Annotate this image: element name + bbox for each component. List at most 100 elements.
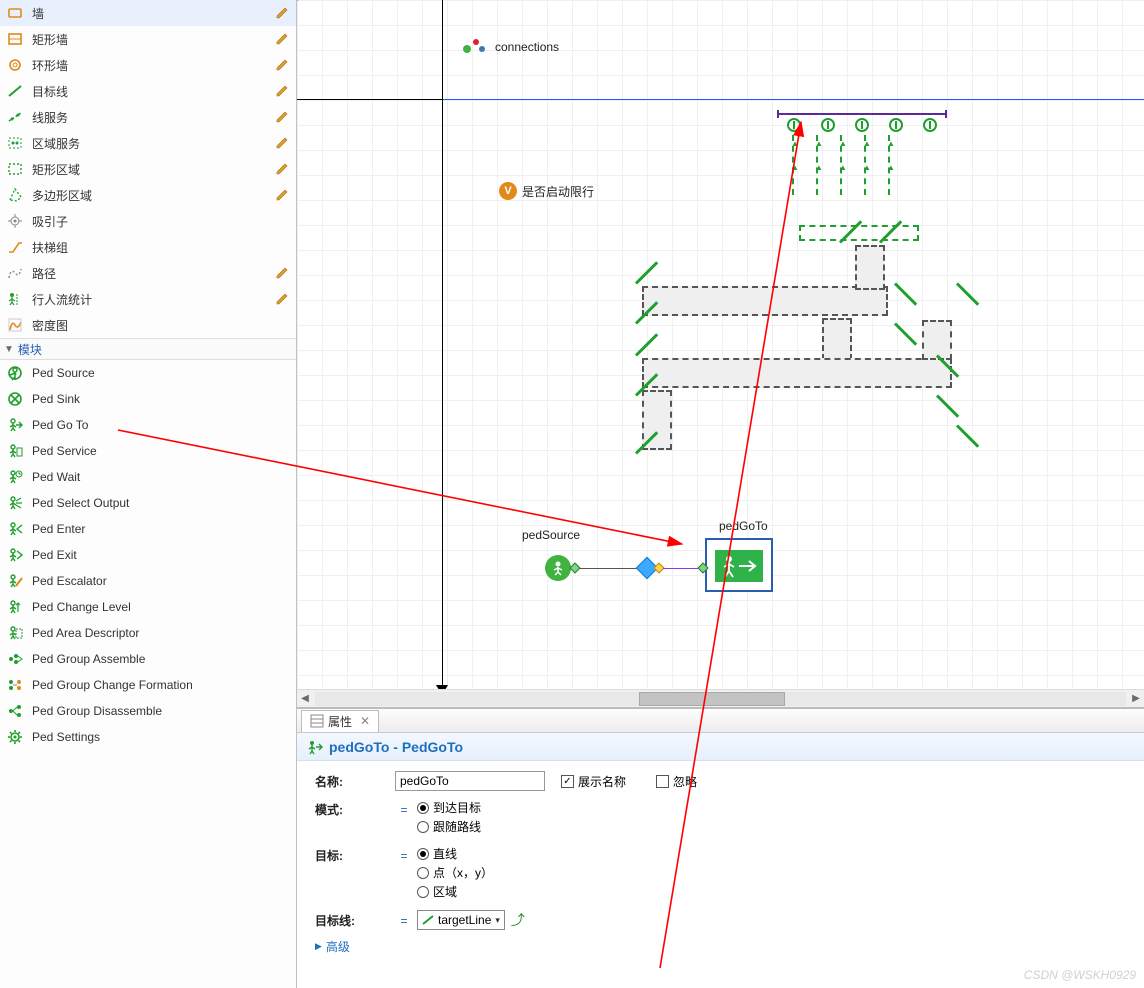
connector-line-1[interactable] xyxy=(579,568,639,569)
palette-rect_area[interactable]: 矩形区域 xyxy=(0,156,296,182)
ped_change-icon xyxy=(6,598,24,616)
rect_wall-icon xyxy=(6,30,24,48)
density-icon xyxy=(6,316,24,334)
palette-poly_area[interactable]: 多边形区域 xyxy=(0,182,296,208)
palette-attractor[interactable]: 吸引子 xyxy=(0,208,296,234)
pencil-icon[interactable] xyxy=(274,83,290,99)
palette-ped_select[interactable]: Ped Select Output xyxy=(0,490,296,516)
palette-ped_set[interactable]: Ped Settings xyxy=(0,724,296,750)
target-option-1[interactable]: 点（x，y） xyxy=(417,864,1126,881)
wall-shape[interactable] xyxy=(642,358,952,388)
palette-line_service[interactable]: 线服务 xyxy=(0,104,296,130)
pencil-icon[interactable] xyxy=(274,57,290,73)
pedgoto-node[interactable] xyxy=(705,538,773,592)
palette-wall[interactable]: 墙 xyxy=(0,0,296,26)
palette-ped_service[interactable]: Ped Service xyxy=(0,438,296,464)
target-line-markers xyxy=(787,118,937,132)
palette-item-label: 墙 xyxy=(32,5,274,22)
palette-ped_exit[interactable]: Ped Exit xyxy=(0,542,296,568)
pencil-icon[interactable] xyxy=(274,187,290,203)
pencil-icon[interactable] xyxy=(274,265,290,281)
palette-panel: 墙 矩形墙 环形墙 目标线 线服务 区域服务 矩形区域 多边形区域 吸引子 扶梯… xyxy=(0,0,297,988)
palette-ped_escalator[interactable]: Ped Escalator xyxy=(0,568,296,594)
rect_area-icon xyxy=(6,160,24,178)
palette-flow_stat[interactable]: 行人流统计 xyxy=(0,286,296,312)
palette-section-modules[interactable]: ▼ 模块 xyxy=(0,338,296,360)
target-option-2[interactable]: 区域 xyxy=(417,883,1126,900)
name-input[interactable] xyxy=(395,771,545,791)
variable-badge-icon[interactable]: V xyxy=(499,182,517,200)
ped_gasm-icon xyxy=(6,650,24,668)
show-name-checkbox[interactable]: ✓展示名称 xyxy=(561,773,626,790)
wall-shape[interactable] xyxy=(642,286,888,316)
canvas-hscrollbar[interactable]: ◀ ▶ xyxy=(297,689,1144,707)
mode-option-0[interactable]: 到达目标 xyxy=(417,799,1126,816)
palette-item-label: 吸引子 xyxy=(32,213,290,230)
goto-element-icon[interactable]: ⤴ xyxy=(511,910,525,930)
tab-close-icon[interactable]: ✕ xyxy=(360,714,370,728)
target-option-0[interactable]: 直线 xyxy=(417,845,1126,862)
palette-ped_change[interactable]: Ped Change Level xyxy=(0,594,296,620)
connections-label: connections xyxy=(495,40,559,54)
palette-path[interactable]: 路径 xyxy=(0,260,296,286)
target-param-icon: = xyxy=(395,845,413,863)
palette-item-label: Ped Sink xyxy=(32,392,290,406)
tab-properties[interactable]: 属性 ✕ xyxy=(301,710,379,732)
palette-ped_goto[interactable]: Ped Go To xyxy=(0,412,296,438)
advanced-section-toggle[interactable]: ▶ 高级 xyxy=(315,938,1126,955)
pencil-icon[interactable] xyxy=(274,5,290,21)
palette-item-label: Ped Source xyxy=(32,366,290,380)
palette-ped_gdis[interactable]: Ped Group Disassemble xyxy=(0,698,296,724)
blue-guide-line xyxy=(443,99,1144,100)
palette-ped_gasm[interactable]: Ped Group Assemble xyxy=(0,646,296,672)
pedsource-label: pedSource xyxy=(522,528,580,542)
palette-ped_wait[interactable]: Ped Wait xyxy=(0,464,296,490)
ped_gchg-icon xyxy=(6,676,24,694)
scroll-track[interactable] xyxy=(315,692,1126,706)
palette-ped_sink[interactable]: Ped Sink xyxy=(0,386,296,412)
escalator-icon xyxy=(6,238,24,256)
ring_wall-icon xyxy=(6,56,24,74)
green-area-shape[interactable] xyxy=(799,225,919,241)
palette-ring_wall[interactable]: 环形墙 xyxy=(0,52,296,78)
mode-option-1[interactable]: 跟随路线 xyxy=(417,818,1126,835)
target-line-bar[interactable] xyxy=(777,113,947,115)
pencil-icon[interactable] xyxy=(274,135,290,151)
chevron-down-icon: ▾ xyxy=(495,915,500,926)
pencil-icon[interactable] xyxy=(274,31,290,47)
palette-escalator[interactable]: 扶梯组 xyxy=(0,234,296,260)
pencil-icon[interactable] xyxy=(274,161,290,177)
ped_sink-icon xyxy=(6,390,24,408)
palette-ped_enter[interactable]: Ped Enter xyxy=(0,516,296,542)
targetline-combo[interactable]: targetLine ▾ xyxy=(417,910,505,930)
pencil-icon[interactable] xyxy=(274,291,290,307)
scroll-left-icon[interactable]: ◀ xyxy=(297,691,313,707)
palette-area_service[interactable]: 区域服务 xyxy=(0,130,296,156)
connections-icon[interactable] xyxy=(462,37,488,58)
scroll-right-icon[interactable]: ▶ xyxy=(1128,691,1144,707)
palette-ped_source[interactable]: Ped Source xyxy=(0,360,296,386)
scroll-thumb[interactable] xyxy=(639,692,785,706)
palette-rect_wall[interactable]: 矩形墙 xyxy=(0,26,296,52)
pencil-icon[interactable] xyxy=(274,109,290,125)
palette-item-label: Ped Exit xyxy=(32,548,290,562)
wall-shape[interactable] xyxy=(822,318,852,360)
pedsource-node[interactable] xyxy=(545,555,571,581)
canvas[interactable]: connections V 是否启动限行 pedSource xyxy=(297,0,1144,707)
wall-shape[interactable] xyxy=(855,245,885,290)
properties-tab-icon xyxy=(310,714,324,728)
ignore-checkbox[interactable]: 忽略 xyxy=(656,773,697,790)
palette-density[interactable]: 密度图 xyxy=(0,312,296,338)
palette-ped_area[interactable]: Ped Area Descriptor xyxy=(0,620,296,646)
palette-target_line[interactable]: 目标线 xyxy=(0,78,296,104)
palette-item-label: 环形墙 xyxy=(32,57,274,74)
palette-item-label: Ped Group Disassemble xyxy=(32,704,290,718)
chevron-right-icon: ▶ xyxy=(315,941,322,952)
radio-icon xyxy=(417,821,429,833)
line_service-icon xyxy=(6,108,24,126)
palette-item-label: Ped Wait xyxy=(32,470,290,484)
path-icon xyxy=(6,264,24,282)
palette-item-label: Ped Group Assemble xyxy=(32,652,290,666)
palette-item-label: 路径 xyxy=(32,265,274,282)
palette-ped_gchg[interactable]: Ped Group Change Formation xyxy=(0,672,296,698)
